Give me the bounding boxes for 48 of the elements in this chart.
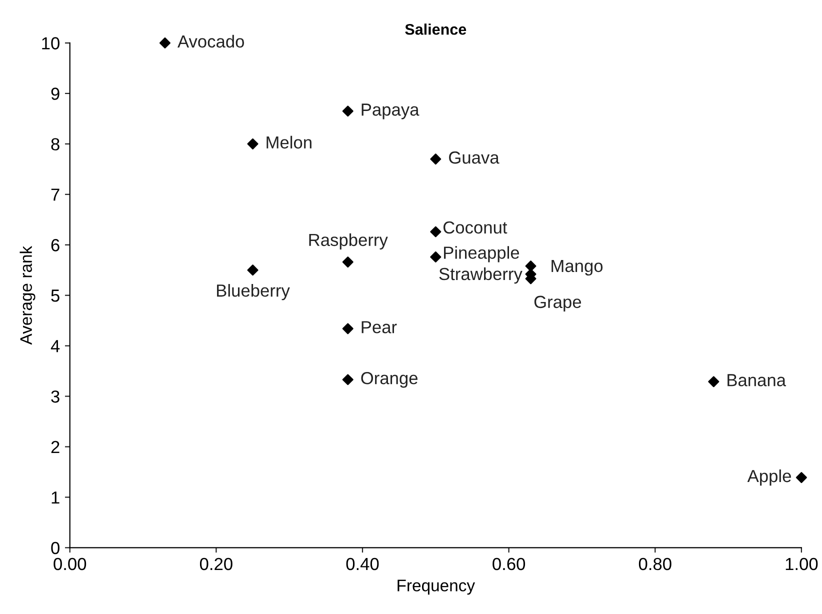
point [708, 376, 720, 388]
point [342, 323, 354, 334]
annotation: Blueberry [217, 284, 290, 300]
point [430, 226, 442, 238]
annotation: Melon [266, 136, 312, 149]
y-tick-label: 2 [51, 440, 60, 454]
point [525, 260, 536, 272]
point [247, 264, 258, 276]
x-tick-label: 0.80 [638, 558, 672, 570]
annotation: Raspberry [309, 233, 388, 250]
annotation: Strawberry [439, 267, 522, 284]
y-axis-title: Average rank [20, 246, 36, 345]
point [247, 138, 258, 150]
annotation: Pineapple [444, 246, 520, 262]
annotation: Coconut [443, 221, 508, 234]
x-axis-title: Frequency [398, 580, 476, 595]
annotation: Banana [728, 374, 786, 386]
x-tick-label: 0.00 [54, 558, 86, 570]
annotation: Pear [362, 321, 397, 334]
y-tick-label: 4 [50, 340, 60, 352]
y-tick-label: 8 [51, 138, 60, 150]
x-tick-label: 1.00 [786, 558, 818, 570]
point [430, 251, 442, 262]
y-tick-label: 9 [51, 88, 60, 100]
annotation: Orange [361, 372, 418, 388]
annotation: Grape [534, 296, 582, 312]
x-tick-label: 0.60 [492, 558, 526, 570]
x-tick-label: 0.40 [346, 558, 379, 570]
point [342, 106, 354, 117]
y-tick-label: 6 [51, 239, 60, 252]
y-tick-label: 1 [52, 492, 60, 504]
y-tick-label: 5 [51, 290, 60, 302]
annotation: Guava [449, 151, 500, 164]
annotation: Apple [747, 469, 791, 486]
y-tick-label: 7 [51, 188, 60, 201]
point [342, 256, 354, 268]
annotation: Mango [552, 260, 603, 276]
chart-title: Salience [405, 24, 466, 35]
point [430, 154, 442, 165]
x-tick-label: 0.20 [200, 558, 232, 570]
point [159, 37, 170, 48]
annotation: Papaya [362, 104, 420, 120]
y-tick-label: 0 [51, 542, 60, 554]
point [796, 472, 807, 484]
point [342, 374, 354, 386]
y-tick-label: 3 [51, 390, 60, 403]
y-tick-label: 10 [42, 37, 60, 50]
annotation: Avocado [178, 34, 244, 48]
